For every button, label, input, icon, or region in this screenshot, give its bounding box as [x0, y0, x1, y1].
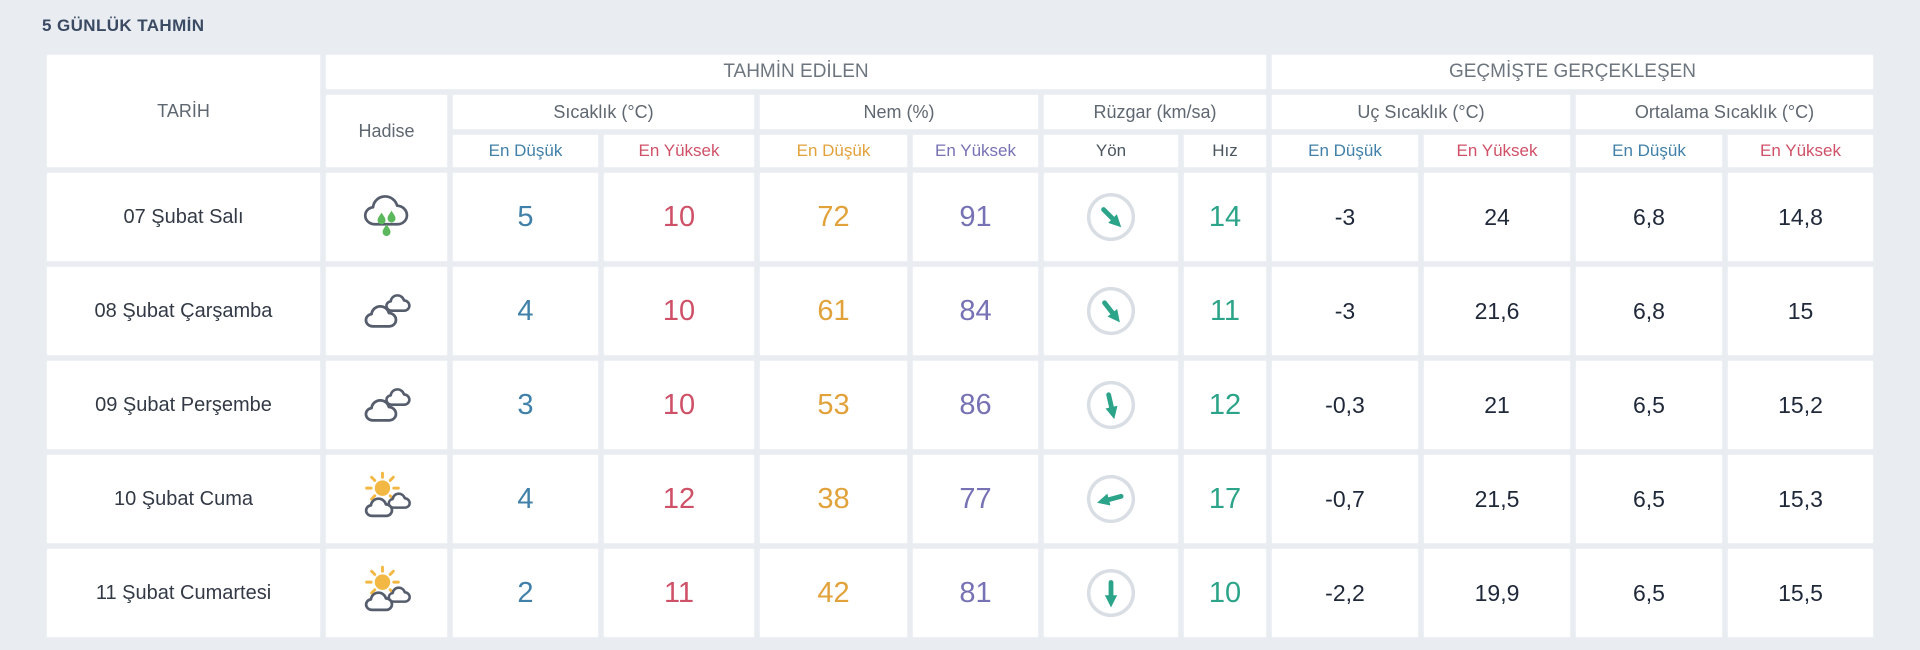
- header-humidity-min: En Düşük: [759, 134, 908, 168]
- extreme-min-cell: -3: [1271, 172, 1419, 262]
- condition-cell: [325, 454, 448, 544]
- extreme-min-cell: -2,2: [1271, 548, 1419, 638]
- arrow-left-icon: [1083, 471, 1139, 527]
- header-wind-speed: Hız: [1183, 134, 1267, 168]
- table-row: 09 Şubat Perşembe 3 10 53 86 12 -0,3 21 …: [46, 360, 1874, 450]
- humidity-max-cell: 91: [912, 172, 1039, 262]
- humidity-max-cell: 84: [912, 266, 1039, 356]
- wind-speed-cell: 11: [1183, 266, 1267, 356]
- extreme-max-cell: 21,5: [1423, 454, 1571, 544]
- average-max-cell: 14,8: [1727, 172, 1874, 262]
- arrow-down-right-icon: [1083, 283, 1139, 339]
- date-cell: 11 Şubat Cumartesi: [46, 548, 321, 638]
- temp-min-cell: 4: [452, 454, 599, 544]
- header-average-temp: Ortalama Sıcaklık (°C): [1575, 94, 1874, 130]
- average-min-cell: 6,5: [1575, 548, 1723, 638]
- temp-max-cell: 10: [603, 266, 755, 356]
- wind-direction-cell: [1043, 454, 1179, 544]
- temp-min-cell: 5: [452, 172, 599, 262]
- extreme-min-cell: -0,3: [1271, 360, 1419, 450]
- arrow-down-icon: [1083, 565, 1139, 621]
- header-extreme-max: En Yüksek: [1423, 134, 1571, 168]
- header-temperature: Sıcaklık (°C): [452, 94, 755, 130]
- cloudy-icon: [354, 282, 420, 340]
- humidity-max-cell: 77: [912, 454, 1039, 544]
- average-min-cell: 6,5: [1575, 454, 1723, 544]
- condition-cell: [325, 360, 448, 450]
- page-title: 5 GÜNLÜK TAHMİN: [42, 16, 205, 35]
- date-cell: 09 Şubat Perşembe: [46, 360, 321, 450]
- partly-sunny-icon: [354, 564, 420, 622]
- header-wind: Rüzgar (km/sa): [1043, 94, 1267, 130]
- wind-direction-cell: [1043, 548, 1179, 638]
- extreme-min-cell: -3: [1271, 266, 1419, 356]
- temp-min-cell: 2: [452, 548, 599, 638]
- average-max-cell: 15,5: [1727, 548, 1874, 638]
- extreme-max-cell: 24: [1423, 172, 1571, 262]
- average-min-cell: 6,5: [1575, 360, 1723, 450]
- temp-max-cell: 12: [603, 454, 755, 544]
- temp-max-cell: 10: [603, 360, 755, 450]
- arrow-down-icon: [1083, 377, 1139, 433]
- wind-speed-cell: 12: [1183, 360, 1267, 450]
- average-min-cell: 6,8: [1575, 266, 1723, 356]
- header-average-max: En Yüksek: [1727, 134, 1874, 168]
- wind-speed-cell: 10: [1183, 548, 1267, 638]
- condition-cell: [325, 548, 448, 638]
- condition-cell: [325, 172, 448, 262]
- header-predicted-group: TAHMİN EDİLEN: [325, 54, 1267, 90]
- header-condition: Hadise: [325, 94, 448, 168]
- extreme-min-cell: -0,7: [1271, 454, 1419, 544]
- humidity-max-cell: 81: [912, 548, 1039, 638]
- humidity-min-cell: 38: [759, 454, 908, 544]
- header-wind-direction: Yön: [1043, 134, 1179, 168]
- date-cell: 08 Şubat Çarşamba: [46, 266, 321, 356]
- average-max-cell: 15,2: [1727, 360, 1874, 450]
- wind-direction-cell: [1043, 172, 1179, 262]
- extreme-max-cell: 19,9: [1423, 548, 1571, 638]
- cloudy-icon: [354, 376, 420, 434]
- header-date: TARİH: [46, 54, 321, 168]
- table-row: 10 Şubat Cuma 4 12 38 77 17 -0,7 21,5 6,…: [46, 454, 1874, 544]
- wind-speed-cell: 14: [1183, 172, 1267, 262]
- date-cell: 07 Şubat Salı: [46, 172, 321, 262]
- temp-max-cell: 11: [603, 548, 755, 638]
- header-extreme-temp: Uç Sıcaklık (°C): [1271, 94, 1571, 130]
- date-cell: 10 Şubat Cuma: [46, 454, 321, 544]
- header-humidity: Nem (%): [759, 94, 1039, 130]
- humidity-min-cell: 61: [759, 266, 908, 356]
- wind-speed-cell: 17: [1183, 454, 1267, 544]
- header-temp-max: En Yüksek: [603, 134, 755, 168]
- forecast-table-body: 07 Şubat Salı 5 10 72 91 14 -3 24 6,8 14…: [46, 172, 1874, 638]
- humidity-min-cell: 72: [759, 172, 908, 262]
- temp-max-cell: 10: [603, 172, 755, 262]
- forecast-table: TARİH TAHMİN EDİLEN GEÇMİŞTE GERÇEKLEŞEN…: [42, 50, 1878, 642]
- average-max-cell: 15: [1727, 266, 1874, 356]
- table-row: 11 Şubat Cumartesi 2 11 42 81 10 -2,2 19…: [46, 548, 1874, 638]
- wind-direction-cell: [1043, 360, 1179, 450]
- condition-cell: [325, 266, 448, 356]
- wind-direction-cell: [1043, 266, 1179, 356]
- rainy-icon: [354, 188, 420, 246]
- humidity-min-cell: 42: [759, 548, 908, 638]
- arrow-down-right-icon: [1083, 189, 1139, 245]
- humidity-max-cell: 86: [912, 360, 1039, 450]
- humidity-min-cell: 53: [759, 360, 908, 450]
- table-row: 07 Şubat Salı 5 10 72 91 14 -3 24 6,8 14…: [46, 172, 1874, 262]
- header-temp-min: En Düşük: [452, 134, 599, 168]
- table-row: 08 Şubat Çarşamba 4 10 61 84 11 -3 21,6 …: [46, 266, 1874, 356]
- header-average-min: En Düşük: [1575, 134, 1723, 168]
- extreme-max-cell: 21: [1423, 360, 1571, 450]
- header-humidity-max: En Yüksek: [912, 134, 1039, 168]
- average-max-cell: 15,3: [1727, 454, 1874, 544]
- partly-sunny-icon: [354, 470, 420, 528]
- header-historical-group: GEÇMİŞTE GERÇEKLEŞEN: [1271, 54, 1874, 90]
- extreme-max-cell: 21,6: [1423, 266, 1571, 356]
- temp-min-cell: 4: [452, 266, 599, 356]
- average-min-cell: 6,8: [1575, 172, 1723, 262]
- temp-min-cell: 3: [452, 360, 599, 450]
- header-extreme-min: En Düşük: [1271, 134, 1419, 168]
